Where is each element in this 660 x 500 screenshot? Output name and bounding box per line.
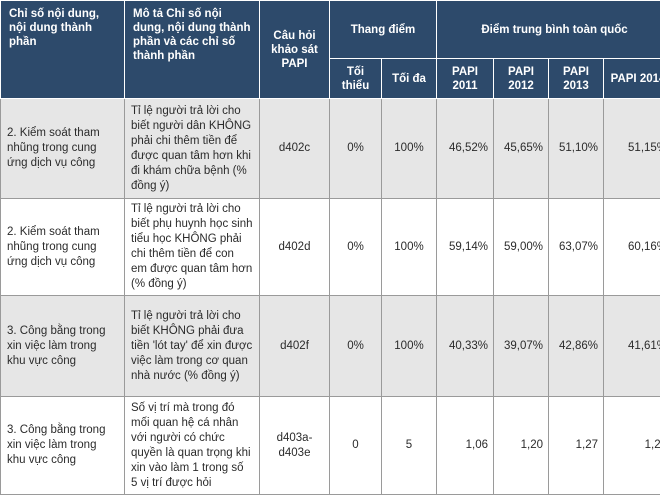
header-row-1: Chỉ số nội dung, nội dung thành phần Mô … — [0, 0, 660, 99]
header-national-average: Điểm trung bình toàn quốc — [435, 0, 660, 59]
indicator-cell: 2. Kiểm soát tham nhũng trong cung ứng d… — [0, 98, 125, 199]
scale-max-cell: 100% — [381, 198, 437, 296]
score-cell: 1,27 — [548, 396, 604, 495]
scale-max-cell: 100% — [381, 98, 437, 199]
header-year: PAPI 2013 — [548, 58, 604, 99]
header-year: PAPI 2014 — [602, 58, 660, 99]
score-cell: 46,52% — [436, 98, 494, 199]
score-cell: 51,15% — [602, 98, 660, 199]
indicator-cell: 3. Công bằng trong xin việc làm trong kh… — [0, 295, 125, 397]
score-cell: 63,07% — [548, 198, 604, 296]
table-row: 3. Công bằng trong xin việc làm trong kh… — [0, 295, 660, 397]
table-row: 2. Kiểm soát tham nhũng trong cung ứng d… — [0, 98, 660, 199]
scale-min-cell: 0% — [329, 98, 382, 199]
header-indicator: Chỉ số nội dung, nội dung thành phần — [0, 0, 125, 99]
header-row-2: Tối thiểu Tối đa PAPI 2011 PAPI 2012 PAP… — [1, 58, 660, 99]
score-cell: 59,14% — [436, 198, 494, 296]
score-cell: 41,61% — [602, 295, 660, 397]
score-cell: 1,20 — [602, 396, 660, 495]
description-cell: Tỉ lệ người trả lời cho biết phụ huynh h… — [124, 198, 260, 296]
description-cell: Tỉ lệ người trả lời cho biết người dân K… — [124, 98, 260, 199]
header-survey-question: Câu hỏi khảo sát PAPI — [259, 0, 330, 99]
description-cell: Số vị trí mà trong đó mối quan hệ cá nhâ… — [124, 396, 260, 495]
header-scale-min: Tối thiểu — [329, 58, 382, 99]
scale-min-cell: 0% — [329, 295, 382, 397]
scale-max-cell: 5 — [381, 396, 437, 495]
score-cell: 45,65% — [493, 98, 549, 199]
header-scale: Thang điểm — [329, 0, 437, 59]
scale-min-cell: 0 — [329, 396, 382, 495]
header-description: Mô tả Chỉ số nội dung, nội dung thành ph… — [124, 0, 260, 99]
scale-max-cell: 100% — [381, 295, 437, 397]
score-cell: 40,33% — [436, 295, 494, 397]
question-cell: d402d — [259, 198, 330, 296]
score-cell: 1,20 — [493, 396, 549, 495]
indicator-cell: 3. Công bằng trong xin việc làm trong kh… — [0, 396, 125, 495]
score-cell: 42,86% — [548, 295, 604, 397]
table-row: 2. Kiểm soát tham nhũng trong cung ứng d… — [0, 198, 660, 296]
header-year: PAPI 2011 — [436, 58, 494, 99]
question-cell: d403a-d403e — [259, 396, 330, 495]
score-cell: 1,06 — [436, 396, 494, 495]
score-cell: 39,07% — [493, 295, 549, 397]
indicator-cell: 2. Kiểm soát tham nhũng trong cung ứng d… — [0, 198, 125, 296]
score-cell: 60,16% — [602, 198, 660, 296]
question-cell: d402f — [259, 295, 330, 397]
score-cell: 51,10% — [548, 98, 604, 199]
description-cell: Tỉ lệ người trả lời cho biết KHÔNG phải … — [124, 295, 260, 397]
header-year: PAPI 2012 — [493, 58, 549, 99]
score-cell: 59,00% — [493, 198, 549, 296]
scale-min-cell: 0% — [329, 198, 382, 296]
header-scale-max: Tối đa — [381, 58, 437, 99]
table-row: 3. Công bằng trong xin việc làm trong kh… — [0, 396, 660, 495]
question-cell: d402c — [259, 98, 330, 199]
